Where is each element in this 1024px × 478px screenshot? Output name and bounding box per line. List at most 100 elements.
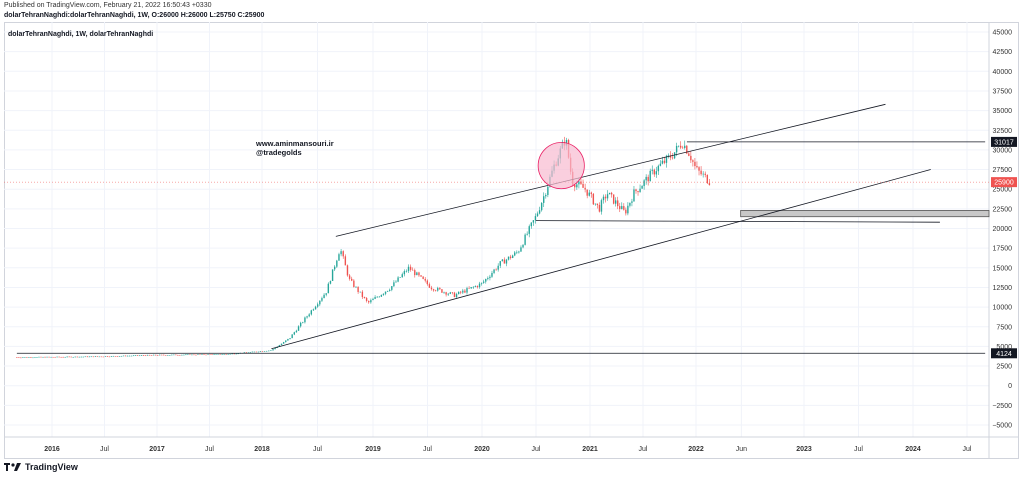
candle-body xyxy=(306,316,308,318)
candle-body xyxy=(536,213,539,217)
candle-body xyxy=(361,291,364,298)
candle-body xyxy=(447,293,449,295)
candle-body xyxy=(90,356,93,358)
candle-body xyxy=(378,296,380,298)
candle-body xyxy=(376,296,378,298)
candle-body xyxy=(272,349,274,351)
y-tick-label: 30000 xyxy=(993,147,1013,154)
candle-body xyxy=(351,278,353,281)
trendline-channel-top[interactable] xyxy=(335,103,886,237)
candle-body xyxy=(434,290,437,292)
candle-body xyxy=(389,289,391,291)
y-tick-label: 12500 xyxy=(993,285,1013,292)
tradingview-footer[interactable]: TradingView xyxy=(4,462,78,472)
candle-body xyxy=(641,186,643,189)
candle-body xyxy=(88,356,90,358)
price-label-box xyxy=(991,177,1017,188)
candle-body xyxy=(520,247,522,252)
trendline-horizontal-21000[interactable] xyxy=(535,220,940,223)
symbol-ohlc-header: dolarTehranNaghdi:dolarTehranNaghdi, 1W,… xyxy=(4,12,265,19)
candle-body xyxy=(420,275,422,277)
trendline-channel-bottom[interactable] xyxy=(271,169,931,350)
y-tick-label: −5000 xyxy=(992,423,1012,430)
y-tick-label: 35000 xyxy=(993,108,1013,115)
x-tick-label: 2022 xyxy=(688,446,704,453)
highlight-circle[interactable] xyxy=(537,142,585,190)
candle-body xyxy=(150,355,153,356)
candle-body xyxy=(34,357,36,359)
candle-body xyxy=(491,272,493,277)
candle-body xyxy=(594,203,597,205)
candle-body xyxy=(102,356,105,358)
candle-body xyxy=(82,356,84,358)
candle-body xyxy=(215,354,217,355)
candle-body xyxy=(690,155,692,161)
candle-body xyxy=(464,290,466,293)
candle-body xyxy=(110,356,113,357)
candle-body xyxy=(487,278,489,280)
candle-body xyxy=(259,351,262,352)
candle-body xyxy=(637,191,639,193)
candle-body xyxy=(225,354,227,355)
y-tick-label: 25000 xyxy=(993,187,1013,194)
y-tick-label: 40000 xyxy=(993,69,1013,76)
candle-body xyxy=(291,334,293,339)
candle-body xyxy=(76,356,78,358)
candle-body xyxy=(56,356,58,358)
y-tick-label: 10000 xyxy=(993,305,1013,312)
candle-body xyxy=(472,286,474,288)
candle-body xyxy=(227,354,229,355)
candle-body xyxy=(108,356,111,358)
candle-body xyxy=(189,354,191,356)
candle-body xyxy=(462,290,464,293)
candle-body xyxy=(679,145,682,148)
candle-body xyxy=(355,286,357,288)
candle-body xyxy=(209,354,211,355)
candle-body xyxy=(118,356,121,357)
candle-body xyxy=(382,293,385,295)
candle-body xyxy=(414,270,416,276)
candle-body xyxy=(278,345,281,347)
x-tick-label: Jul xyxy=(963,446,972,453)
candle-body xyxy=(505,259,508,264)
candle-body xyxy=(580,181,582,184)
candle-body xyxy=(547,186,549,196)
candle-body xyxy=(338,254,340,261)
candle-body xyxy=(30,357,32,358)
candle-body xyxy=(171,354,173,356)
candle-body xyxy=(44,356,46,358)
candle-body xyxy=(483,281,485,283)
candle-body xyxy=(50,356,52,358)
candle-body xyxy=(586,189,588,196)
candle-body xyxy=(211,354,213,355)
support-zone[interactable] xyxy=(740,210,990,218)
candle-body xyxy=(507,256,510,260)
candle-body xyxy=(245,352,247,353)
x-tick-label: 2020 xyxy=(474,446,490,453)
candle-body xyxy=(344,256,347,266)
y-tick-label: 45000 xyxy=(993,30,1013,37)
candle-body xyxy=(191,354,193,356)
candle-body xyxy=(20,357,22,359)
candle-body xyxy=(268,350,270,352)
candle-body xyxy=(441,289,443,293)
candle-body xyxy=(682,147,684,149)
candle-body xyxy=(631,201,633,203)
x-tick-label: 2016 xyxy=(44,446,60,453)
candle-body xyxy=(106,356,109,357)
candle-body xyxy=(207,354,209,355)
x-tick-label: Jul xyxy=(313,446,322,453)
x-tick-label: 2018 xyxy=(254,446,270,453)
candle-body xyxy=(516,252,518,254)
candle-body xyxy=(64,357,66,358)
y-tick-label: 7500 xyxy=(996,324,1012,331)
candle-body xyxy=(612,194,615,204)
price-chart[interactable]: 45000 42500 40000 37500 35000 32500 30000 27500… xyxy=(4,22,1019,459)
candle-body xyxy=(655,171,658,175)
candle-body xyxy=(604,196,607,199)
candle-body xyxy=(677,145,680,147)
x-tick-label: Jul xyxy=(854,446,863,453)
candle-body xyxy=(38,356,40,358)
candle-body xyxy=(503,259,506,264)
candle-body xyxy=(495,269,497,271)
